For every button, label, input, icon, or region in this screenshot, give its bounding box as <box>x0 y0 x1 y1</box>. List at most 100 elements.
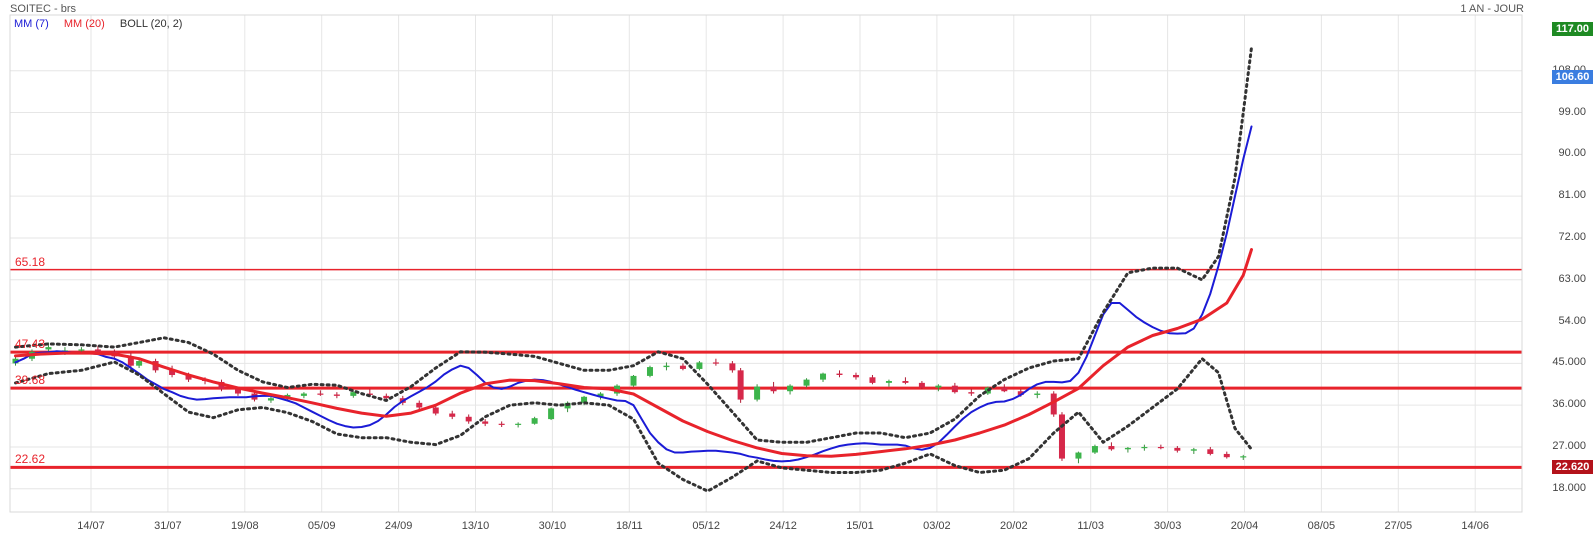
x-tick-label: 27/05 <box>1384 520 1413 532</box>
candle-body <box>1157 446 1164 449</box>
candle-body <box>515 423 522 425</box>
y-tick-label: 54.00 <box>1558 314 1586 327</box>
candle-body <box>333 394 340 396</box>
candle-body <box>416 402 423 408</box>
candle-body <box>787 385 794 392</box>
candle-body <box>754 386 761 400</box>
boll-lower-line <box>14 357 1253 493</box>
y-tick-label: 72.00 <box>1558 230 1586 243</box>
candle-body <box>737 370 744 400</box>
candle-body <box>1058 414 1065 459</box>
timeframe-label: 1 AN - JOUR <box>1460 3 1524 15</box>
candle-body <box>449 413 456 417</box>
candle-body <box>169 370 176 375</box>
candle-body <box>630 375 637 386</box>
candle-body <box>78 349 85 351</box>
candle-body <box>696 362 703 369</box>
legend-item-boll[interactable]: BOLL (20, 2) <box>119 18 183 30</box>
candle-body <box>968 392 975 394</box>
x-tick-label: 15/01 <box>846 520 874 532</box>
price-badge: 106.60 <box>1552 70 1593 85</box>
candle-body <box>1240 456 1247 458</box>
price-badge: 117.00 <box>1552 21 1593 36</box>
candle-body <box>1124 447 1131 450</box>
x-tick-label: 08/05 <box>1307 520 1336 532</box>
y-tick-label: 81.00 <box>1558 189 1586 202</box>
candle-body <box>836 373 843 375</box>
candle-body <box>1091 446 1098 453</box>
x-tick-label: 05/09 <box>307 520 336 532</box>
candle-body <box>185 374 192 380</box>
candle-body <box>679 365 686 369</box>
candle-body <box>267 398 274 401</box>
candle-body <box>1050 393 1057 415</box>
candle-body <box>1174 447 1181 451</box>
candle-body <box>803 379 810 386</box>
candle-body <box>597 393 604 397</box>
boll-upper-line <box>14 46 1253 444</box>
x-tick-label: 20/04 <box>1230 520 1259 532</box>
legend-item-mm20[interactable]: MM (20) <box>63 18 105 30</box>
candle-body <box>127 356 134 366</box>
candle-body <box>646 367 653 376</box>
mm7-line <box>14 125 1253 463</box>
level-label: 22.62 <box>15 452 46 467</box>
x-tick-label: 24/09 <box>384 520 413 532</box>
y-tick-label: 63.00 <box>1558 272 1586 285</box>
candle-body <box>1108 446 1115 450</box>
y-tick-label: 27.000 <box>1552 439 1586 452</box>
candle-body <box>465 416 472 422</box>
candle-body <box>317 393 324 395</box>
candle-body <box>300 393 307 396</box>
candle-body <box>1223 453 1230 458</box>
candle-body <box>1207 449 1214 454</box>
x-tick-label: 13/10 <box>461 520 490 532</box>
plot-area-border <box>9 14 1523 513</box>
indicator-lines <box>14 46 1253 493</box>
candle-body <box>498 423 505 425</box>
y-tick-label: 18.000 <box>1552 481 1586 494</box>
level-label: 47.43 <box>15 337 46 352</box>
legend-item-mm7[interactable]: MM (7) <box>14 18 49 30</box>
x-tick-label: 18/11 <box>615 520 643 532</box>
candle-body <box>951 385 958 393</box>
candle-body <box>94 349 101 352</box>
candle-body <box>548 408 555 420</box>
candle-body <box>1034 393 1041 395</box>
x-tick-label: 31/07 <box>154 520 182 532</box>
candle-body <box>935 385 942 388</box>
candle-body <box>770 386 777 392</box>
candle-body <box>852 374 859 378</box>
candle-body <box>581 396 588 403</box>
candle-body <box>902 381 909 383</box>
candle-body <box>712 362 719 364</box>
candle-body <box>820 373 827 380</box>
candle-body <box>869 377 876 383</box>
candle-body <box>1190 449 1197 451</box>
grid <box>10 15 1522 512</box>
chart-title: SOITEC - brs <box>10 3 77 15</box>
legend: MM (7) MM (20) BOLL (20, 2) <box>14 18 194 30</box>
x-tick-label: 05/12 <box>692 520 720 532</box>
candle-body <box>234 388 241 394</box>
candle-body <box>531 418 538 424</box>
x-tick-label: 11/03 <box>1077 520 1105 532</box>
candlesticks <box>12 342 1247 464</box>
x-tick-label: 20/02 <box>1000 520 1028 532</box>
candle-body <box>432 407 439 414</box>
candle-body <box>12 358 19 364</box>
candle-body <box>1075 452 1082 459</box>
candle-body <box>1001 387 1008 392</box>
level-label: 65.18 <box>15 254 46 269</box>
candle-body <box>136 361 143 366</box>
x-tick-label: 30/10 <box>538 520 567 532</box>
level-label: 39.68 <box>15 373 46 388</box>
candle-body <box>663 365 670 368</box>
price-badge: 22.620 <box>1552 460 1593 475</box>
x-tick-label: 24/12 <box>769 520 797 532</box>
candle-body <box>1017 391 1024 395</box>
x-tick-label: 14/07 <box>77 520 105 532</box>
candle-body <box>885 381 892 383</box>
y-tick-label: 99.00 <box>1558 105 1586 118</box>
